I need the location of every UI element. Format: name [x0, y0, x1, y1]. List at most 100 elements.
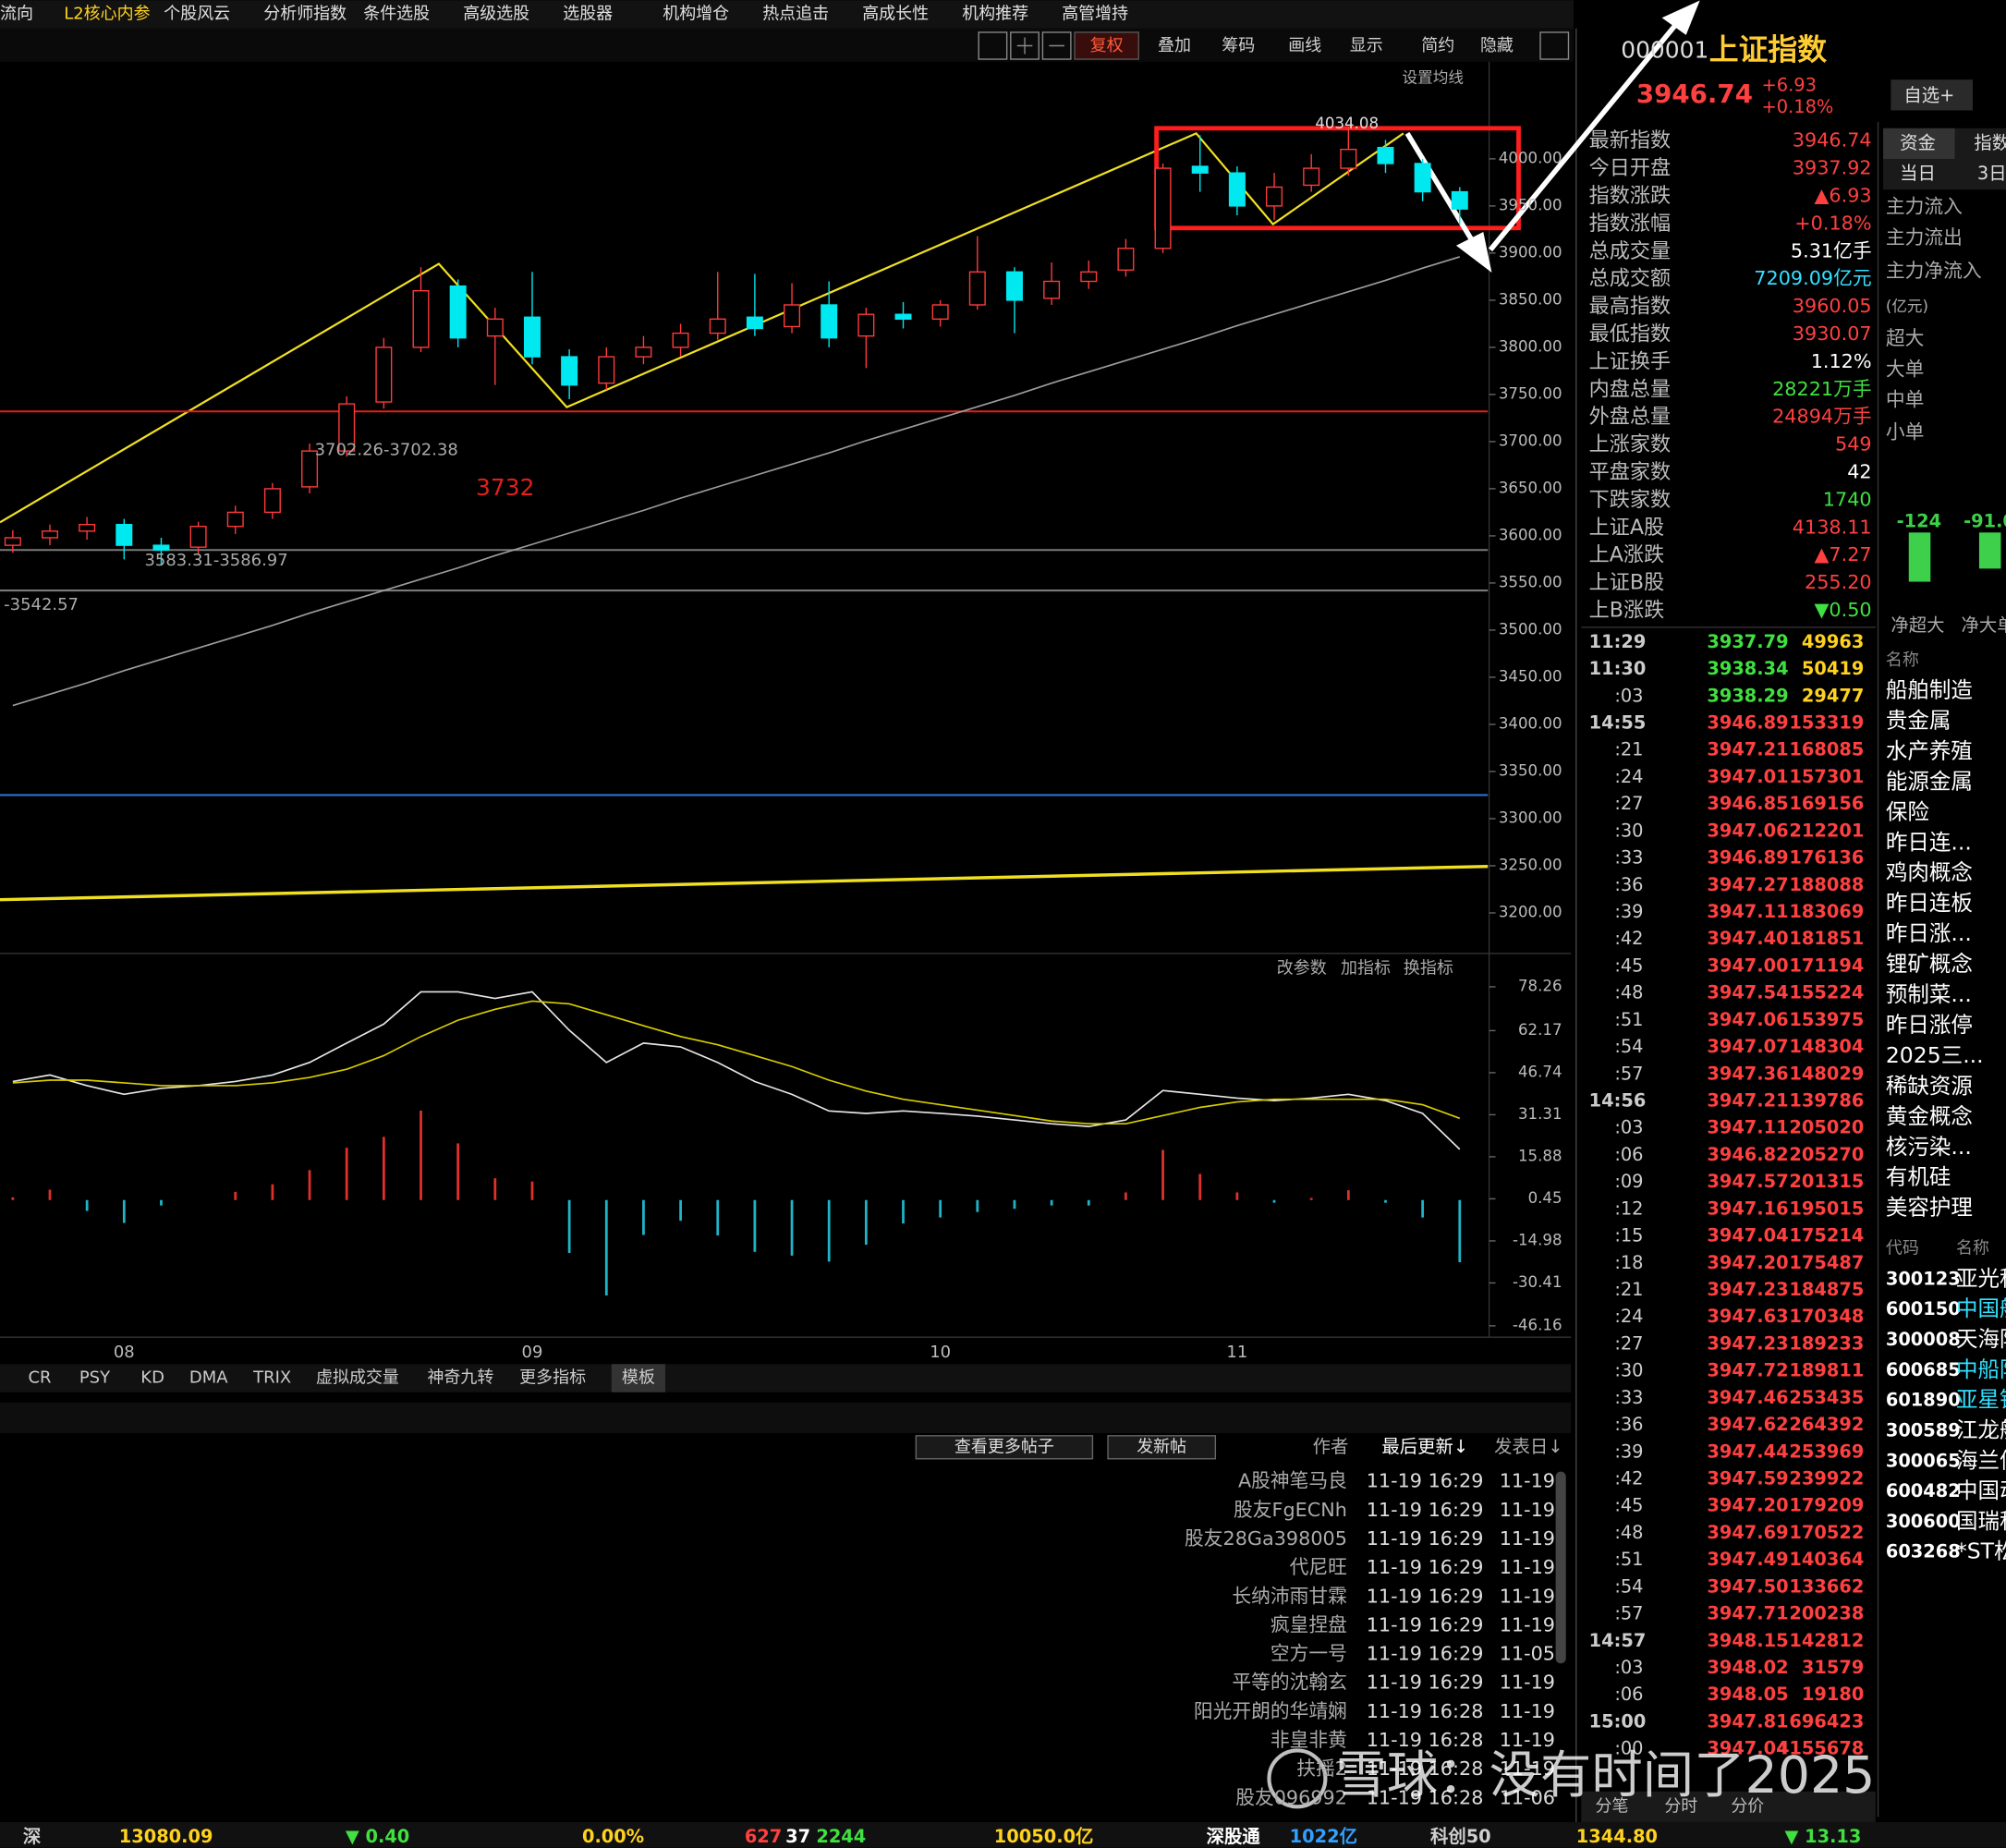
- forum-author[interactable]: 疯皇捏盘: [1270, 1613, 1347, 1635]
- sector-name[interactable]: 昨日连板: [1886, 890, 1973, 916]
- tick-tab[interactable]: 分笔: [1596, 1796, 1629, 1816]
- watch-button-bg[interactable]: [1891, 79, 1974, 111]
- stock-row-name[interactable]: 海兰信: [1956, 1447, 2006, 1473]
- menu-item[interactable]: 机构增仓: [663, 5, 729, 24]
- button-frame[interactable]: [915, 1435, 1094, 1460]
- stock-row-name[interactable]: 天海防: [1956, 1326, 2006, 1352]
- forum-author[interactable]: 非皇非黄: [1270, 1729, 1347, 1751]
- sector-name[interactable]: 昨日涨...: [1886, 920, 1972, 946]
- forum-author[interactable]: 平等的沈翰玄: [1232, 1672, 1347, 1694]
- stock-row-code[interactable]: 600685: [1886, 1359, 1961, 1380]
- sector-name[interactable]: 贵金属: [1886, 707, 1951, 733]
- icon-box[interactable]: [978, 31, 1008, 60]
- sector-name[interactable]: 2025三...: [1886, 1042, 1984, 1068]
- forum-author[interactable]: 股友FgECNh: [1234, 1499, 1347, 1521]
- stock-row-code[interactable]: 300589: [1886, 1419, 1961, 1441]
- button-frame[interactable]: [1107, 1435, 1217, 1460]
- forum-author[interactable]: 股友096992: [1235, 1786, 1347, 1808]
- scrollbar[interactable]: [1555, 1471, 1566, 1664]
- stock-row-name[interactable]: 江龙船: [1956, 1416, 2006, 1442]
- fund-tab[interactable]: 当日: [1900, 163, 1936, 184]
- sector-name[interactable]: 鸡肉概念: [1886, 859, 1973, 885]
- menu-item[interactable]: 分析师指数: [263, 5, 346, 24]
- indicator-tab[interactable]: KD: [140, 1368, 164, 1388]
- tick-tab[interactable]: 分时: [1664, 1796, 1697, 1816]
- menu-item[interactable]: 高管增持: [1062, 5, 1128, 24]
- tick-tab[interactable]: 分价: [1731, 1796, 1764, 1816]
- indicator-tab[interactable]: 神奇九转: [427, 1368, 493, 1388]
- menu-item[interactable]: 机构推荐: [962, 5, 1028, 24]
- menu-item[interactable]: 高成长性: [862, 5, 929, 24]
- forum-header[interactable]: 发表日↓: [1494, 1436, 1562, 1457]
- toolbar-button[interactable]: 隐藏: [1480, 36, 1514, 55]
- stock-row-name[interactable]: 中国动: [1956, 1477, 2006, 1503]
- menu-item[interactable]: 高级选股: [463, 5, 529, 24]
- sector-name[interactable]: 锂矿概念: [1886, 951, 1973, 977]
- sector-name[interactable]: 能源金属: [1886, 768, 1973, 794]
- stock-row-name[interactable]: 国瑞科: [1956, 1508, 2006, 1534]
- forum-author[interactable]: 股友28Ga398005: [1185, 1527, 1347, 1550]
- stock-row-code[interactable]: 600482: [1886, 1480, 1961, 1502]
- indicator-menu-item[interactable]: 加指标: [1341, 958, 1391, 978]
- toolbar-button[interactable]: 复权: [1090, 36, 1124, 55]
- sector-name[interactable]: 核污染...: [1886, 1134, 1972, 1160]
- fund-tab[interactable]: 指数: [1974, 132, 2006, 153]
- fund-tab[interactable]: 资金: [1900, 132, 1936, 153]
- toolbar-button[interactable]: 简约: [1421, 36, 1454, 55]
- menu-item[interactable]: 热点追击: [762, 5, 829, 24]
- toolbar-button[interactable]: 筹码: [1222, 36, 1255, 55]
- forum-author[interactable]: 空方一号: [1270, 1643, 1347, 1665]
- sector-name[interactable]: 昨日涨停: [1886, 1012, 1973, 1038]
- stock-row-name[interactable]: 亚光科: [1956, 1265, 2006, 1291]
- forum-author[interactable]: A股神笔马良: [1238, 1470, 1347, 1492]
- icon-box[interactable]: [1539, 31, 1570, 60]
- indicator-tab[interactable]: DMA: [189, 1368, 228, 1388]
- sector-name[interactable]: 稀缺资源: [1886, 1073, 1973, 1099]
- forum-author[interactable]: 阳光开朗的华靖娴: [1194, 1700, 1347, 1722]
- stock-row-code[interactable]: 300008: [1886, 1329, 1961, 1350]
- fund-tab[interactable]: 3日: [1977, 163, 2006, 184]
- forum-author[interactable]: 代尼旺: [1290, 1556, 1347, 1578]
- sector-name[interactable]: 保险: [1886, 798, 1930, 824]
- indicator-tab[interactable]: 虚拟成交量: [316, 1368, 399, 1388]
- sector-name[interactable]: 黄金概念: [1886, 1103, 1973, 1129]
- stock-row-code[interactable]: 300123: [1886, 1268, 1961, 1289]
- stock-row-name[interactable]: 亚星锚: [1956, 1387, 2006, 1413]
- menu-item[interactable]: 选股器: [563, 5, 613, 24]
- sector-name[interactable]: 有机硅: [1886, 1164, 1951, 1190]
- stock-row-code[interactable]: 603268: [1886, 1541, 1961, 1562]
- sector-name[interactable]: 预制菜...: [1886, 981, 1972, 1007]
- menu-item[interactable]: 个股风云: [164, 5, 230, 24]
- indicator-tab[interactable]: 模板: [622, 1368, 655, 1388]
- watch-button[interactable]: 自选+: [1903, 85, 1954, 106]
- sector-name[interactable]: 昨日连...: [1886, 829, 1972, 855]
- indicator-tab[interactable]: CR: [28, 1368, 51, 1388]
- sector-name[interactable]: 美容护理: [1886, 1195, 1973, 1221]
- sector-name[interactable]: 水产养殖: [1886, 737, 1973, 763]
- indicator-tab[interactable]: 更多指标: [519, 1368, 586, 1388]
- icon-box[interactable]: [1010, 31, 1039, 60]
- menu-item[interactable]: L2核心内参: [64, 5, 150, 24]
- stock-row-name[interactable]: 中船防: [1956, 1356, 2006, 1382]
- indicator-tab[interactable]: PSY: [79, 1368, 111, 1388]
- toolbar-button[interactable]: 显示: [1350, 36, 1383, 55]
- stock-row-code[interactable]: 300065: [1886, 1450, 1961, 1471]
- stock-row-code[interactable]: 601890: [1886, 1390, 1961, 1411]
- icon-box[interactable]: [1041, 31, 1072, 60]
- toolbar-button[interactable]: 画线: [1288, 36, 1321, 55]
- stock-row-name[interactable]: *ST松: [1956, 1538, 2006, 1564]
- indicator-menu-item[interactable]: 改参数: [1277, 958, 1327, 978]
- stock-row-code[interactable]: 300600: [1886, 1511, 1961, 1532]
- forum-button[interactable]: 发新帖: [1137, 1437, 1186, 1456]
- indicator-menu-item[interactable]: 换指标: [1404, 958, 1453, 978]
- indicator-tab[interactable]: TRIX: [252, 1368, 291, 1388]
- forum-author[interactable]: 长纳沛雨甘霖: [1232, 1585, 1347, 1607]
- stock-row-name[interactable]: 中国船: [1956, 1295, 2006, 1321]
- forum-header[interactable]: 作者: [1313, 1436, 1349, 1457]
- menu-item[interactable]: 条件选股: [363, 5, 430, 24]
- forum-button[interactable]: 查看更多帖子: [954, 1437, 1054, 1456]
- toolbar-button[interactable]: 叠加: [1158, 36, 1191, 55]
- ma-setting[interactable]: 设置均线: [1402, 68, 1463, 86]
- stock-row-code[interactable]: 600150: [1886, 1298, 1961, 1319]
- forum-author[interactable]: 扶摇2: [1296, 1757, 1347, 1780]
